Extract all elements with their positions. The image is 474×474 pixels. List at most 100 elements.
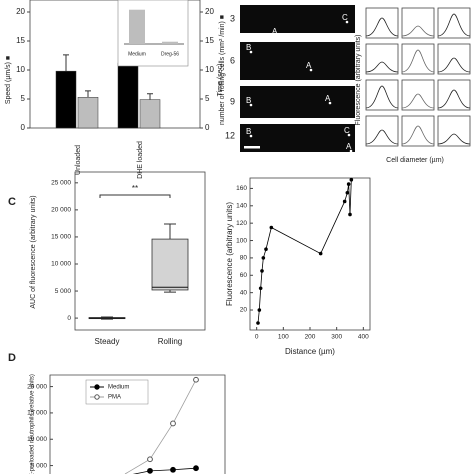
point bbox=[348, 212, 352, 217]
time-label: 3 bbox=[230, 13, 235, 23]
error-bar bbox=[63, 54, 69, 72]
bar bbox=[77, 97, 99, 129]
profile-frame bbox=[401, 115, 435, 147]
profile-curve bbox=[437, 133, 471, 145]
point bbox=[349, 177, 354, 182]
cell bbox=[249, 50, 253, 54]
annotation: ** bbox=[132, 184, 138, 193]
x-tick-label: Rolling bbox=[158, 337, 182, 346]
profile-frame bbox=[365, 79, 399, 111]
x-tick-label: 0 bbox=[255, 334, 259, 341]
cell bbox=[328, 101, 332, 105]
point bbox=[261, 256, 266, 260]
profile-frame bbox=[365, 7, 399, 39]
point bbox=[193, 465, 199, 472]
y-tick-label: 25 000 bbox=[51, 180, 71, 187]
y-tick-label: 20 bbox=[16, 7, 25, 16]
x-tick-label: 300 bbox=[331, 334, 342, 341]
y-tick-label: 60 bbox=[240, 272, 248, 279]
cell-label: A bbox=[346, 142, 352, 151]
y-axis-label: AUC of fluorescence (arbitrary units) bbox=[30, 195, 37, 308]
scale-bar bbox=[244, 146, 260, 149]
legend-box bbox=[85, 379, 149, 405]
diameter-label: Cell diameter (µm) bbox=[386, 157, 444, 164]
point bbox=[147, 456, 153, 463]
profile-curve bbox=[401, 25, 435, 37]
micrograph-frame bbox=[240, 5, 355, 33]
profile-frame bbox=[437, 79, 471, 111]
profile-frame bbox=[365, 43, 399, 75]
x-tick-label: 100 bbox=[278, 334, 289, 341]
profile-frame bbox=[401, 43, 435, 75]
profile-curve bbox=[437, 57, 471, 73]
bar bbox=[129, 9, 145, 44]
time-label: 9 bbox=[230, 96, 235, 106]
point bbox=[345, 190, 350, 195]
y-tick-label: 40 bbox=[240, 289, 248, 296]
cell-label: C bbox=[342, 13, 348, 22]
cell-label: A bbox=[325, 94, 331, 103]
y2-tick-label: 15 bbox=[205, 36, 214, 45]
bar bbox=[117, 62, 139, 129]
cell bbox=[249, 103, 253, 107]
profile-frame bbox=[401, 79, 435, 111]
micrograph-frame bbox=[240, 42, 355, 80]
profile-curve bbox=[401, 49, 435, 73]
profile-frame bbox=[365, 115, 399, 147]
point bbox=[170, 466, 176, 473]
y2-tick-label: 10 bbox=[205, 65, 214, 74]
cell-label: B bbox=[246, 127, 251, 136]
panel-label: C bbox=[8, 196, 16, 208]
point bbox=[269, 225, 274, 230]
bar bbox=[162, 41, 178, 44]
profile-frame bbox=[437, 7, 471, 39]
point bbox=[256, 321, 260, 325]
point bbox=[264, 247, 268, 252]
error-bar bbox=[147, 93, 153, 100]
x-tick-label: 400 bbox=[358, 334, 369, 341]
x-tick-label: Dreg-56 bbox=[161, 51, 179, 57]
y2-tick-label: 0 bbox=[205, 123, 210, 132]
profile-curve bbox=[365, 85, 399, 109]
line bbox=[132, 467, 197, 474]
point bbox=[346, 182, 351, 186]
point bbox=[257, 308, 262, 312]
y-tick-label: 5 000 bbox=[55, 288, 72, 295]
profile-curve bbox=[401, 93, 435, 109]
legend-label: Medium bbox=[108, 385, 129, 391]
profile-frame bbox=[437, 115, 471, 147]
y-tick-label: 120 bbox=[236, 220, 247, 227]
cell bbox=[309, 68, 313, 72]
time-axis-label: Time (sec) bbox=[217, 64, 224, 97]
y-tick-label: 5 000 bbox=[31, 462, 48, 469]
y-axis-label: DHE-preloaded neutrophils (relative unit… bbox=[30, 374, 36, 474]
x-tick-label: 200 bbox=[305, 334, 316, 341]
y-tick-label: 160 bbox=[236, 185, 247, 192]
micrograph-frame bbox=[240, 86, 355, 118]
y-tick-label: 0 bbox=[67, 315, 71, 322]
legend-marker bbox=[94, 394, 100, 400]
y-tick-label: 10 000 bbox=[27, 436, 47, 443]
line bbox=[124, 379, 197, 474]
profile-curve bbox=[437, 13, 471, 37]
profile-curve bbox=[437, 89, 471, 109]
legend-label: PMA bbox=[108, 395, 121, 401]
y-axis-label: Speed (µm/s) ■ bbox=[5, 56, 12, 104]
y2-tick-label: 20 bbox=[205, 7, 214, 16]
y2-tick-label: 5 bbox=[205, 94, 210, 103]
point bbox=[318, 251, 323, 256]
time-label: 6 bbox=[230, 55, 235, 65]
box bbox=[151, 238, 189, 291]
point bbox=[260, 269, 264, 273]
profile-curve bbox=[365, 61, 399, 73]
bar bbox=[139, 99, 161, 129]
significance-bracket bbox=[99, 194, 171, 198]
cell-label: B bbox=[246, 43, 251, 52]
y-tick-label: 15 000 bbox=[27, 410, 47, 417]
profile-curve bbox=[401, 125, 435, 145]
cell-label: C bbox=[344, 126, 350, 135]
fluorescence-label: Fluorescence (arbitrary units) bbox=[355, 34, 362, 125]
y-tick-label: 5 bbox=[21, 94, 26, 103]
